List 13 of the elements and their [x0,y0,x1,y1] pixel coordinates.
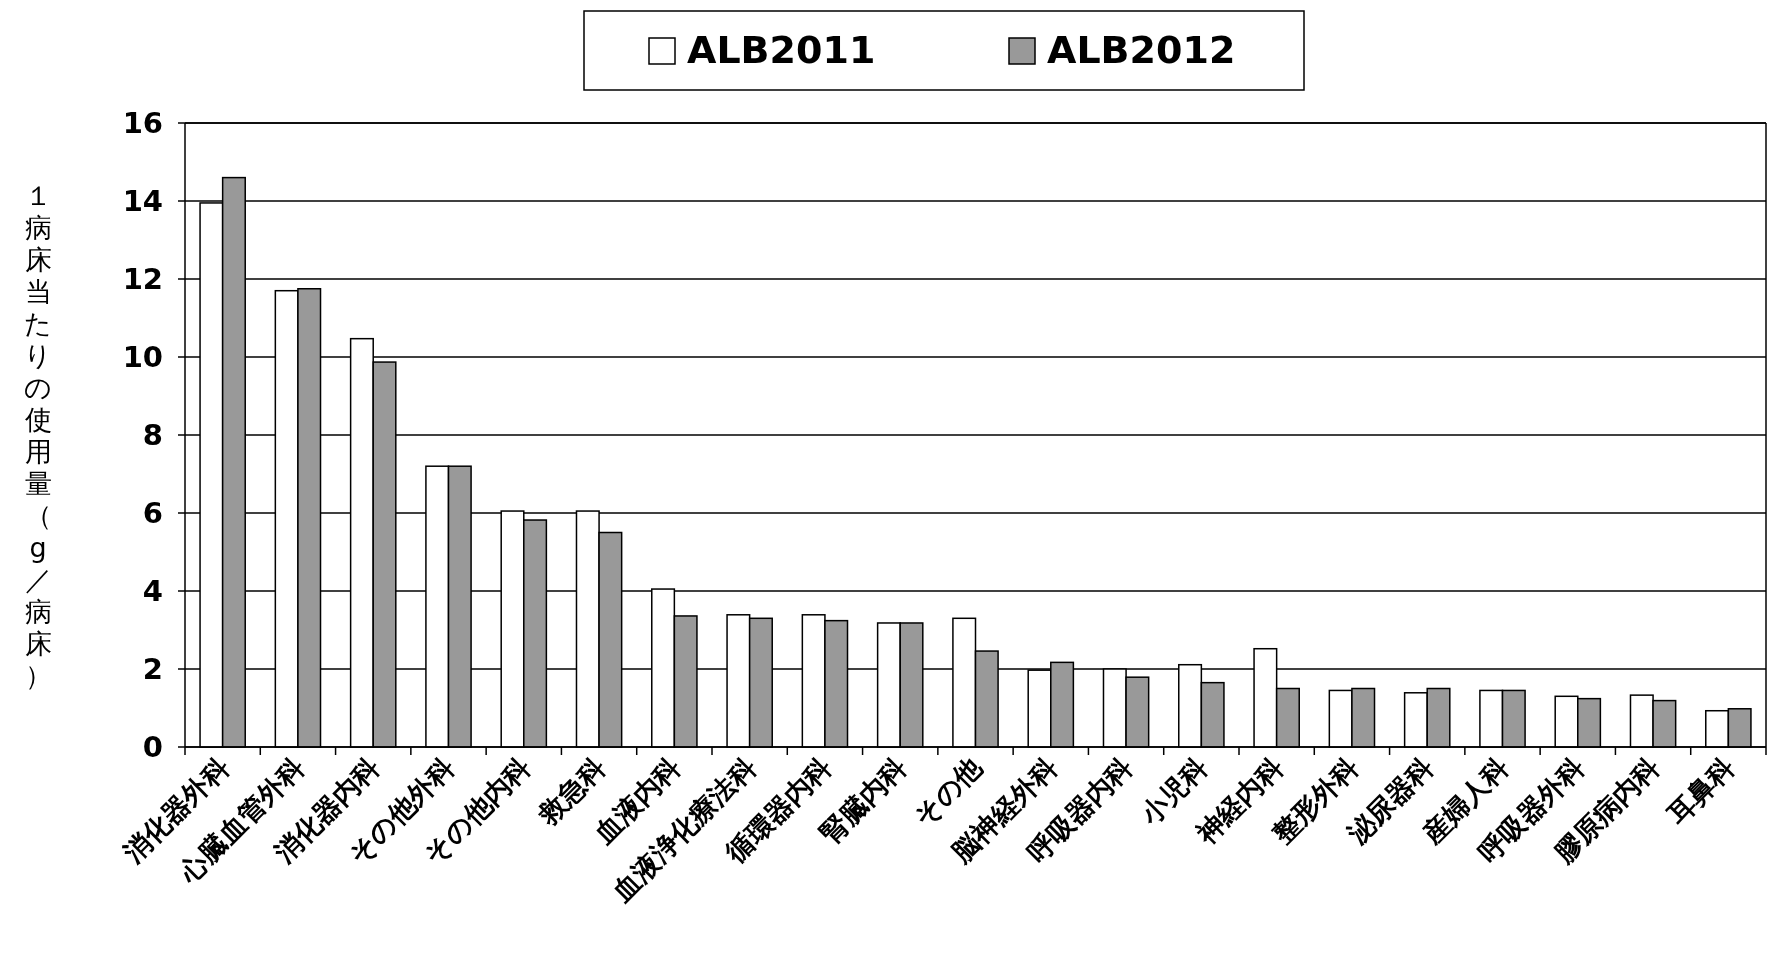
y-tick-label: 4 [142,574,163,608]
y-tick-label: 12 [122,262,163,296]
y-tick-label: 14 [122,184,163,218]
y-tick-label: 10 [122,340,163,374]
legend-label: ALB2011 [687,28,876,72]
x-tick-label: 耳鼻科 [1660,751,1741,832]
legend-label: ALB2012 [1047,28,1236,72]
text: １病床当たりの使用量（g／病床） [24,180,52,691]
y-tick-label: 6 [142,496,163,530]
y-tick-label: 16 [122,106,163,140]
y-tick-label: 8 [142,418,163,452]
y-tick-label: 0 [142,730,163,764]
y-tick-label: 2 [142,652,163,686]
